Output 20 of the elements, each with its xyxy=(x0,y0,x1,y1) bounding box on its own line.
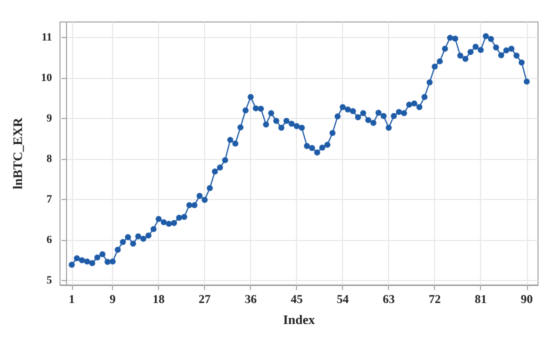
x-tick-label: 54 xyxy=(336,292,349,306)
y-tick-label: 7 xyxy=(46,193,52,206)
x-tick-label: 90 xyxy=(520,292,533,306)
x-tick-label: 36 xyxy=(244,292,257,306)
x-tick-label: 18 xyxy=(152,292,165,306)
y-tick-label: 6 xyxy=(46,234,52,246)
x-tick-label: 63 xyxy=(382,292,395,306)
x-tick-label: 9 xyxy=(110,292,116,306)
y-tick-label: 8 xyxy=(46,152,52,165)
y-tick-label: 11 xyxy=(42,31,52,44)
x-tick-label: 72 xyxy=(428,292,441,306)
x-tick-label: 27 xyxy=(198,292,211,306)
x-tick-label: 45 xyxy=(290,292,303,306)
y-tick-label: 9 xyxy=(46,112,52,124)
y-axis-title: lnBTC_EXR xyxy=(10,117,25,190)
x-tick-label: 1 xyxy=(68,292,75,306)
x-tick-label: 81 xyxy=(474,292,487,306)
y-tick-label: 10 xyxy=(41,72,52,84)
y-tick-label: 5 xyxy=(46,274,52,287)
x-axis-title: Index xyxy=(283,312,316,327)
